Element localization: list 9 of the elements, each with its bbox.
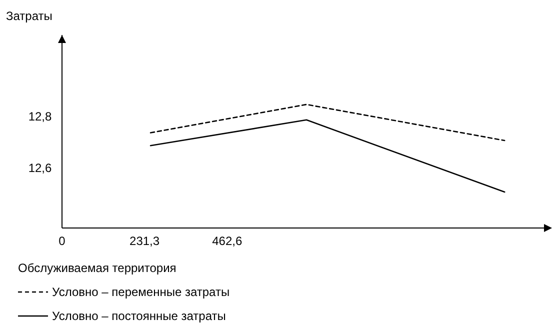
y-tick-label: 12,8 — [28, 110, 52, 124]
legend-label: Условно – постоянные затраты — [52, 309, 226, 323]
legend-label: Условно – переменные затраты — [52, 285, 230, 299]
x-tick-label: 462,6 — [212, 234, 242, 248]
y-tick-label: 12,6 — [28, 160, 52, 175]
y-axis-title: Затраты — [6, 9, 52, 23]
x-axis-title: Обслуживаемая территория — [18, 261, 176, 275]
x-tick-label: 0 — [58, 234, 66, 248]
x-tick-label: 231,3 — [130, 234, 160, 248]
